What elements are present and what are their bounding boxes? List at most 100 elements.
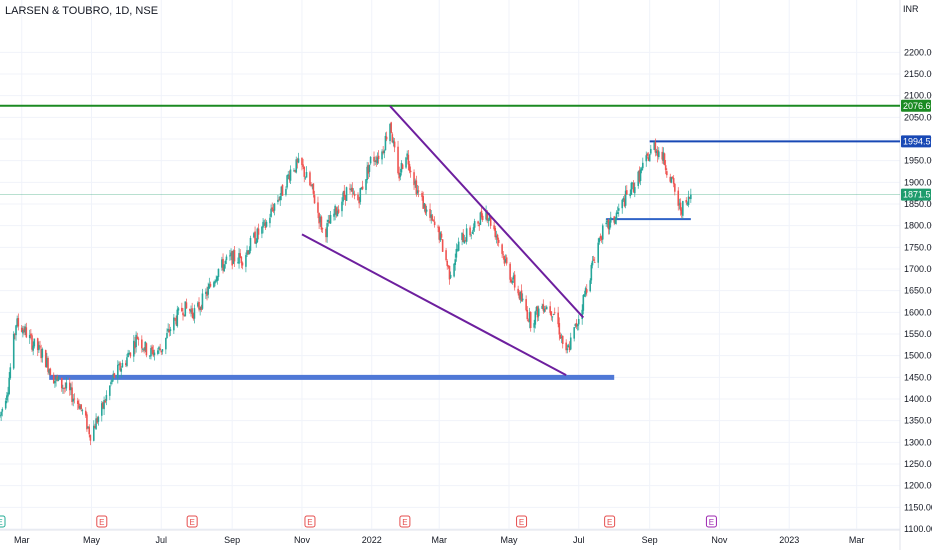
candle-39	[62, 384, 64, 394]
candle-body-30	[47, 357, 49, 372]
candle-body-352	[561, 335, 564, 344]
candle-body-236	[376, 157, 379, 164]
event-markers[interactable]: EEEEEEEE	[0, 515, 717, 528]
candle-body-285	[455, 248, 458, 258]
candle-237	[377, 150, 380, 164]
candle-body-143	[229, 255, 231, 257]
candle-408	[653, 141, 656, 151]
candle-117	[185, 298, 188, 309]
candle-196	[312, 183, 315, 198]
candle-15	[23, 325, 25, 336]
candle-50	[79, 404, 81, 410]
candle-body-318	[509, 263, 511, 280]
candle-172	[273, 202, 276, 216]
candle-99	[158, 345, 160, 354]
candle-body-384	[614, 217, 617, 224]
candle-body-200	[319, 216, 322, 223]
candles	[0, 121, 692, 446]
candle-432	[690, 188, 692, 203]
candle-161	[256, 227, 259, 244]
candle-body-132	[209, 283, 212, 287]
candle-body-136	[216, 276, 219, 282]
candle-body-91	[144, 341, 147, 351]
candle-body-175	[279, 196, 282, 201]
candle-body-88	[141, 339, 143, 349]
event-marker-box-1	[96, 515, 108, 528]
candle-body-367	[585, 289, 588, 293]
candle-87	[137, 336, 140, 346]
candle-171	[272, 204, 275, 214]
candle-336	[536, 305, 539, 322]
price-tick-21: 2150.00	[904, 69, 932, 79]
candle-body-42	[65, 382, 68, 389]
candle-323	[517, 285, 519, 296]
candle-335	[535, 305, 538, 315]
candle-body-96	[152, 349, 155, 356]
candle-232	[369, 156, 372, 165]
candle-121	[192, 312, 195, 321]
candle-102	[161, 348, 164, 355]
candle-body-388	[621, 199, 624, 209]
time-axis[interactable]: Mar May Jul Sep Nov 2022 Mar May Jul Sep Nov 2023 Ma…	[14, 535, 864, 545]
candle-381	[608, 218, 611, 235]
candle-13	[20, 325, 23, 333]
time-tick-11: 2023	[779, 535, 799, 545]
candle-216	[344, 195, 347, 206]
candle-body-288	[461, 232, 463, 241]
candle-body-126	[200, 306, 203, 310]
candle-body-108	[173, 317, 175, 331]
candle-body-346	[552, 313, 555, 315]
candle-body-327	[521, 298, 524, 301]
candle-296	[472, 223, 475, 235]
candle-body-270	[431, 215, 434, 221]
candle-285	[455, 243, 458, 262]
price-axis[interactable]: 1100.00 1150.00 1200.00 1250.00 1300.00 1350.…	[901, 47, 932, 534]
candle-body-31	[48, 369, 50, 374]
candle-105	[167, 323, 169, 333]
candle-157	[249, 235, 252, 254]
candle-19	[30, 329, 32, 340]
candle-body-283	[453, 263, 455, 277]
candle-body-382	[609, 217, 612, 223]
candle-246	[392, 137, 395, 147]
time-tick-4: Nov	[294, 535, 311, 545]
candle-body-419	[670, 177, 673, 183]
candle-body-291	[464, 240, 467, 241]
candle-396	[632, 180, 635, 193]
candle-body-246	[392, 140, 395, 144]
candle-149	[238, 248, 240, 269]
candle-body-220	[351, 187, 354, 192]
candle-59	[94, 423, 96, 429]
candle-10	[15, 324, 17, 341]
candle-body-391	[624, 190, 627, 206]
candle-354	[566, 344, 569, 354]
candle-115	[183, 314, 185, 317]
event-marker-6: E	[604, 515, 616, 528]
candle-body-353	[565, 342, 567, 351]
candle-27	[41, 347, 44, 363]
candle-139	[222, 253, 224, 274]
candle-351	[560, 333, 563, 344]
candle-body-12	[17, 318, 20, 327]
candle-body-234	[374, 161, 376, 162]
candle-144	[230, 248, 232, 261]
candle-352	[561, 335, 564, 349]
candle-body-275	[439, 232, 442, 241]
candle-429	[686, 201, 689, 206]
candle-body-410	[655, 150, 658, 153]
candle-298	[477, 220, 479, 227]
candle-body-290	[463, 240, 466, 244]
candle-282	[449, 271, 452, 279]
candle-297	[473, 218, 476, 232]
candle-129	[206, 286, 208, 301]
candle-106	[168, 324, 171, 337]
candle-body-224	[358, 200, 360, 204]
candle-body-172	[273, 203, 276, 211]
candle-body-385	[615, 212, 618, 219]
candle-body-428	[685, 199, 688, 203]
candle-body-375	[599, 235, 602, 239]
candle-body-377	[601, 225, 604, 240]
candle-body-153	[245, 255, 247, 267]
candle-body-328	[525, 299, 527, 311]
